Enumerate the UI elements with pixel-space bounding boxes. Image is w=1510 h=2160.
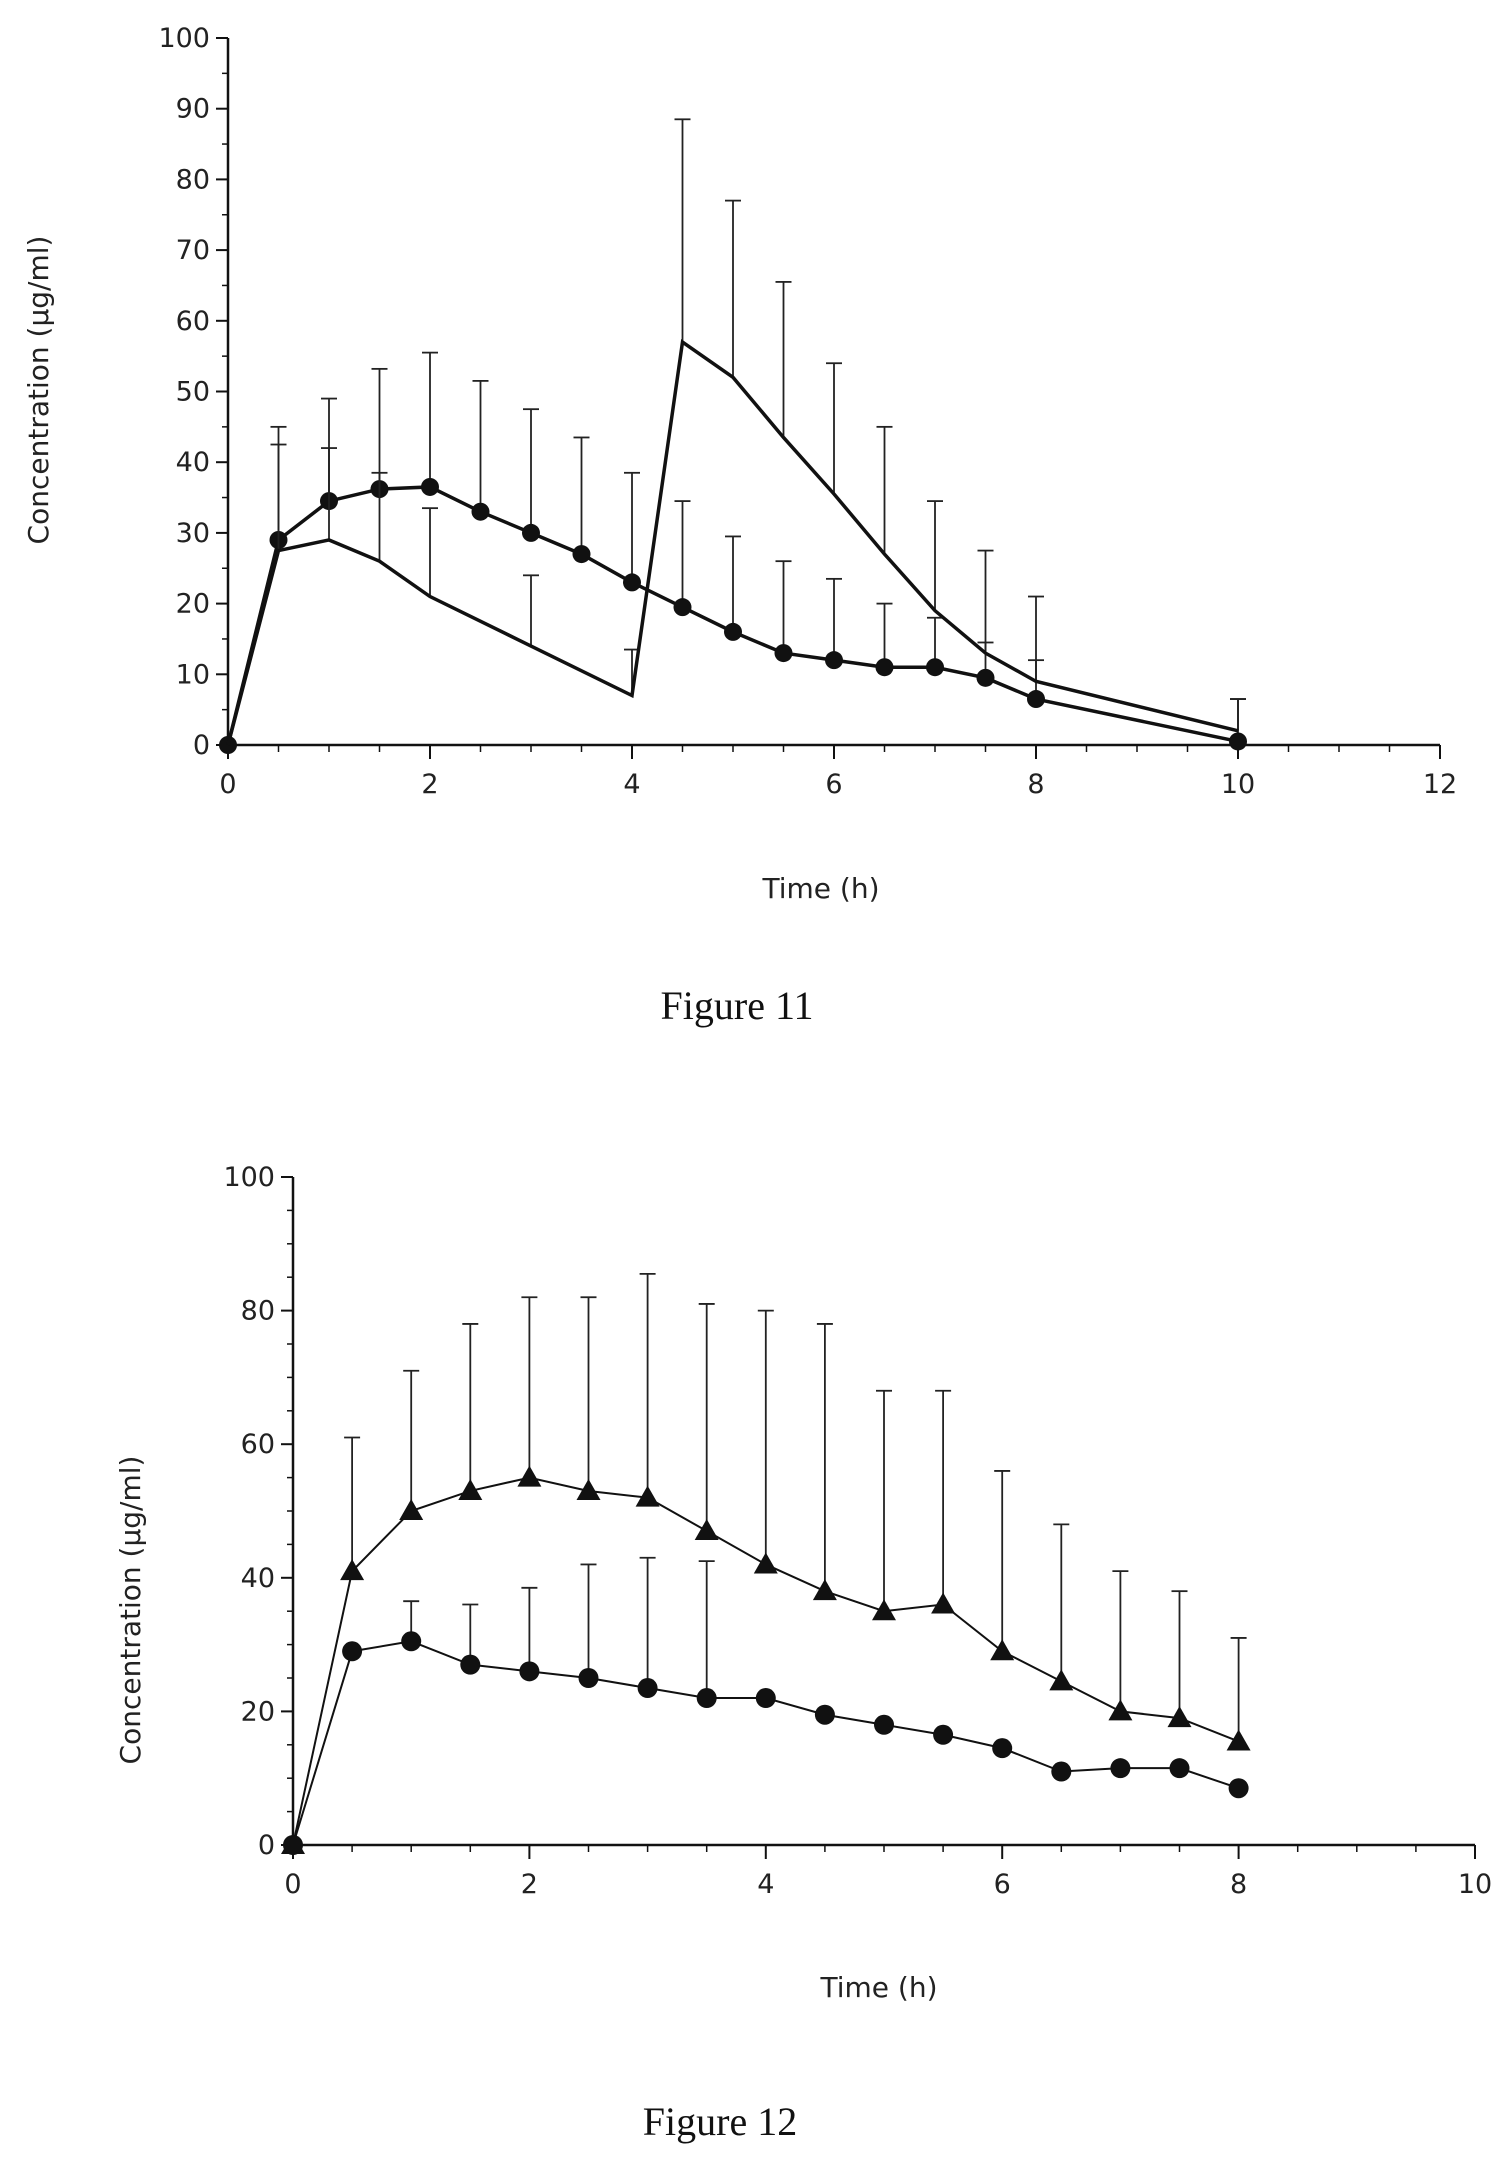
y-tick-label: 0 <box>193 730 210 761</box>
data-point-circle <box>814 1704 835 1725</box>
y-tick-label: 100 <box>158 23 210 54</box>
data-point-circle <box>875 658 894 677</box>
data-point-circle <box>724 622 742 641</box>
y-tick-label: 40 <box>176 447 210 478</box>
data-point-triangle <box>1108 1699 1133 1721</box>
x-tick-label: 0 <box>284 1869 301 1900</box>
data-point-triangle <box>399 1499 424 1520</box>
y-tick-label: 60 <box>241 1429 275 1460</box>
data-point-circle <box>421 477 439 496</box>
data-point-circle <box>572 545 591 564</box>
figure-11-chart: Time (h) Concentration (µg/ml) 010203040… <box>22 23 1457 905</box>
data-point-circle <box>874 1714 894 1735</box>
y-tick-label: 30 <box>176 518 210 549</box>
data-point-triangle <box>635 1485 660 1507</box>
axes: 0 10 20 30 40 50 60 70 80 90 100 0 2 4 6 8 10 12 <box>158 23 1457 800</box>
y-axis-label: Concentration (µg/ml) <box>22 236 55 545</box>
data-point-circle <box>992 1738 1013 1759</box>
data-point-circle <box>976 668 995 687</box>
y-tick-label: 50 <box>176 377 210 408</box>
x-tick-label: 2 <box>421 769 438 800</box>
series-2 <box>283 1556 1249 1855</box>
y-tick-label: 20 <box>241 1696 275 1727</box>
x-tick-label: 4 <box>623 769 640 800</box>
x-tick-label: 8 <box>1230 1869 1247 1900</box>
y-tick-label: 80 <box>176 164 210 195</box>
data-point-circle <box>471 502 490 521</box>
y-tick-label: 100 <box>223 1162 275 1193</box>
x-tick-label: 8 <box>1027 769 1044 800</box>
x-tick-label: 4 <box>757 1869 774 1900</box>
data-point-triangle <box>931 1592 956 1614</box>
y-tick-label: 70 <box>176 235 210 266</box>
data-point-circle <box>637 1678 658 1699</box>
y-axis-label: Concentration (µg/ml) <box>114 1456 147 1765</box>
x-axis-label: Time (h) <box>819 1971 937 2004</box>
figure-caption: Figure 11 <box>660 983 814 1028</box>
figure-caption: Figure 12 <box>642 2099 798 2144</box>
series-1 <box>281 1272 1251 1854</box>
series-line <box>226 338 1239 746</box>
x-tick-label: 10 <box>1458 1869 1492 1900</box>
x-tick-label: 12 <box>1423 769 1457 800</box>
data-point-circle <box>933 1724 954 1745</box>
data-point-triangle <box>1167 1706 1192 1728</box>
data-point-circle <box>1027 690 1045 709</box>
x-tick-label: 6 <box>825 769 842 800</box>
data-point-triangle <box>694 1519 719 1541</box>
data-point-circle <box>522 523 540 542</box>
data-point-circle <box>578 1668 599 1688</box>
data-point-circle <box>1229 732 1247 751</box>
data-point-triangle <box>1226 1729 1251 1751</box>
data-point-circle <box>926 658 944 677</box>
y-tick-label: 60 <box>176 306 210 337</box>
y-tick-label: 80 <box>241 1296 275 1327</box>
data-point-triangle <box>340 1559 365 1581</box>
series-line <box>292 1640 1239 1846</box>
data-point-circle <box>1051 1761 1072 1782</box>
data-point-triangle <box>872 1599 896 1621</box>
data-point-triangle <box>990 1639 1015 1661</box>
x-tick-label: 10 <box>1221 769 1255 800</box>
x-tick-label: 6 <box>994 1869 1011 1900</box>
y-tick-label: 90 <box>176 94 210 125</box>
data-point-circle <box>519 1661 540 1682</box>
data-point-triangle <box>753 1552 778 1574</box>
data-point-circle <box>342 1641 363 1662</box>
data-point-circle <box>673 598 692 617</box>
data-point-circle <box>1110 1758 1131 1779</box>
data-point-triangle <box>812 1579 837 1601</box>
x-tick-label: 0 <box>219 769 236 800</box>
data-point-triangle <box>1049 1669 1074 1691</box>
data-point-circle <box>1228 1778 1249 1799</box>
axes: 0 20 40 60 80 100 0 2 4 6 8 10 <box>223 1162 1492 1900</box>
x-tick-label: 2 <box>521 1869 538 1900</box>
y-tick-label: 10 <box>176 659 210 690</box>
figure-12-chart: Time (h) Concentration (µg/ml) 020406080… <box>114 1162 1492 2004</box>
y-tick-label: 20 <box>176 589 210 620</box>
data-point-triangle <box>576 1478 601 1500</box>
data-point-circle <box>623 573 641 592</box>
data-point-circle <box>755 1688 776 1709</box>
y-tick-label: 40 <box>241 1563 275 1594</box>
series-2 <box>226 118 1246 746</box>
data-point-triangle <box>458 1478 483 1500</box>
x-axis-label: Time (h) <box>761 872 879 905</box>
data-point-triangle <box>517 1465 542 1487</box>
data-point-circle <box>1169 1758 1190 1779</box>
data-point-circle <box>696 1688 717 1709</box>
data-point-circle <box>774 644 793 663</box>
data-point-circle <box>460 1654 481 1675</box>
data-point-circle <box>825 651 843 670</box>
data-point-circle <box>401 1631 422 1652</box>
y-tick-label: 0 <box>258 1830 275 1861</box>
data-point-circle <box>283 1835 303 1855</box>
